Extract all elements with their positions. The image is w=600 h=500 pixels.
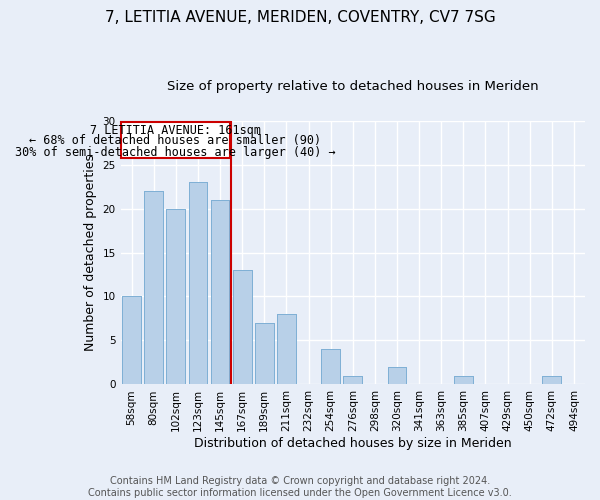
Bar xyxy=(542,376,561,384)
Bar xyxy=(343,376,362,384)
Bar xyxy=(144,191,163,384)
Bar xyxy=(321,350,340,384)
Bar xyxy=(211,200,229,384)
Bar xyxy=(343,376,362,384)
Bar xyxy=(277,314,296,384)
Y-axis label: Number of detached properties: Number of detached properties xyxy=(84,154,97,351)
Text: 30% of semi-detached houses are larger (40) →: 30% of semi-detached houses are larger (… xyxy=(15,146,335,159)
FancyBboxPatch shape xyxy=(121,122,230,158)
Text: ← 68% of detached houses are smaller (90): ← 68% of detached houses are smaller (90… xyxy=(29,134,322,147)
Text: Contains HM Land Registry data © Crown copyright and database right 2024.
Contai: Contains HM Land Registry data © Crown c… xyxy=(88,476,512,498)
Bar xyxy=(454,376,473,384)
Bar xyxy=(277,314,296,384)
Title: Size of property relative to detached houses in Meriden: Size of property relative to detached ho… xyxy=(167,80,539,93)
Bar xyxy=(388,367,406,384)
Bar xyxy=(122,296,141,384)
Bar xyxy=(166,208,185,384)
X-axis label: Distribution of detached houses by size in Meriden: Distribution of detached houses by size … xyxy=(194,437,512,450)
Text: 7, LETITIA AVENUE, MERIDEN, COVENTRY, CV7 7SG: 7, LETITIA AVENUE, MERIDEN, COVENTRY, CV… xyxy=(104,10,496,25)
Bar xyxy=(166,208,185,384)
Bar xyxy=(233,270,251,384)
Bar xyxy=(122,296,141,384)
Bar xyxy=(188,182,208,384)
Bar xyxy=(542,376,561,384)
Bar xyxy=(233,270,251,384)
Bar xyxy=(144,191,163,384)
Bar xyxy=(255,323,274,384)
Bar xyxy=(454,376,473,384)
Bar xyxy=(388,367,406,384)
Text: 7 LETITIA AVENUE: 161sqm: 7 LETITIA AVENUE: 161sqm xyxy=(90,124,261,136)
Bar xyxy=(188,182,208,384)
Bar xyxy=(321,350,340,384)
Bar xyxy=(255,323,274,384)
Bar xyxy=(211,200,229,384)
